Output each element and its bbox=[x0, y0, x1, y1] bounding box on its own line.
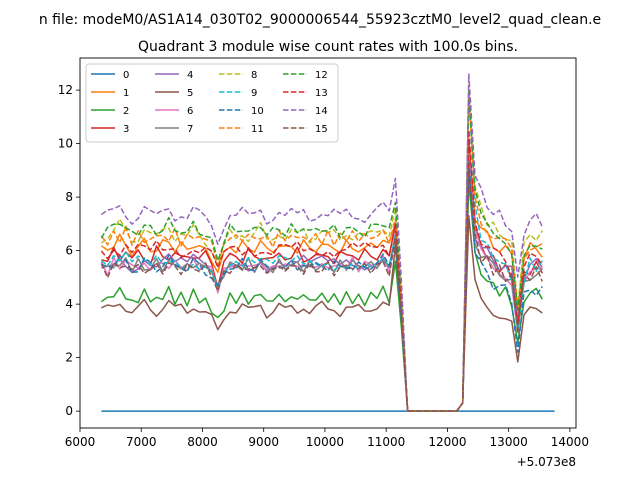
legend-label-11: 11 bbox=[251, 124, 264, 135]
series-line-15 bbox=[100, 169, 543, 412]
x-tick-label: 13000 bbox=[490, 435, 528, 449]
legend-label-5: 5 bbox=[187, 88, 193, 99]
legend-label-6: 6 bbox=[187, 106, 193, 117]
x-tick-label: 12000 bbox=[428, 435, 466, 449]
legend-label-13: 13 bbox=[315, 88, 328, 99]
y-tick-label: 2 bbox=[65, 351, 73, 365]
x-tick-label: 14000 bbox=[551, 435, 589, 449]
chart-title: Quadrant 3 module wise count rates with … bbox=[138, 39, 518, 55]
legend-label-1: 1 bbox=[123, 88, 129, 99]
legend-label-10: 10 bbox=[251, 106, 264, 117]
x-tick-label: 6000 bbox=[65, 435, 96, 449]
x-tick-label: 9000 bbox=[248, 435, 279, 449]
series-line-5 bbox=[101, 215, 543, 412]
legend-label-3: 3 bbox=[123, 124, 129, 135]
x-offset-label: +5.073e8 bbox=[517, 455, 576, 469]
legend-label-14: 14 bbox=[315, 106, 328, 117]
legend-label-8: 8 bbox=[251, 70, 257, 81]
x-tick-label: 8000 bbox=[187, 435, 218, 449]
y-tick-label: 4 bbox=[65, 297, 73, 311]
series-line-2 bbox=[100, 180, 543, 412]
x-tick-label: 11000 bbox=[367, 435, 405, 449]
y-tick-label: 6 bbox=[65, 244, 73, 258]
legend-label-2: 2 bbox=[123, 106, 129, 117]
legend-label-15: 15 bbox=[315, 124, 328, 135]
legend-frame bbox=[85, 63, 339, 143]
series-line-12 bbox=[100, 89, 543, 412]
y-tick-label: 8 bbox=[65, 190, 73, 204]
y-tick-label: 0 bbox=[65, 404, 73, 418]
legend-label-4: 4 bbox=[187, 70, 193, 81]
axes-frame bbox=[79, 57, 577, 429]
legend-label-9: 9 bbox=[251, 88, 257, 99]
legend-label-7: 7 bbox=[187, 124, 193, 135]
y-tick-label: 10 bbox=[58, 137, 73, 151]
figure-suptitle: n file: modeM0/AS1A14_030T02_9000006544_… bbox=[39, 12, 601, 28]
legend-label-0: 0 bbox=[123, 70, 129, 81]
y-tick-label: 12 bbox=[58, 83, 73, 97]
legend-label-12: 12 bbox=[315, 70, 328, 81]
series-line-11 bbox=[100, 94, 543, 412]
x-tick-label: 10000 bbox=[306, 435, 344, 449]
series-line-3 bbox=[101, 142, 543, 412]
x-tick-label: 7000 bbox=[126, 435, 157, 449]
series-line-14 bbox=[100, 73, 543, 412]
series-line-9 bbox=[100, 94, 543, 412]
